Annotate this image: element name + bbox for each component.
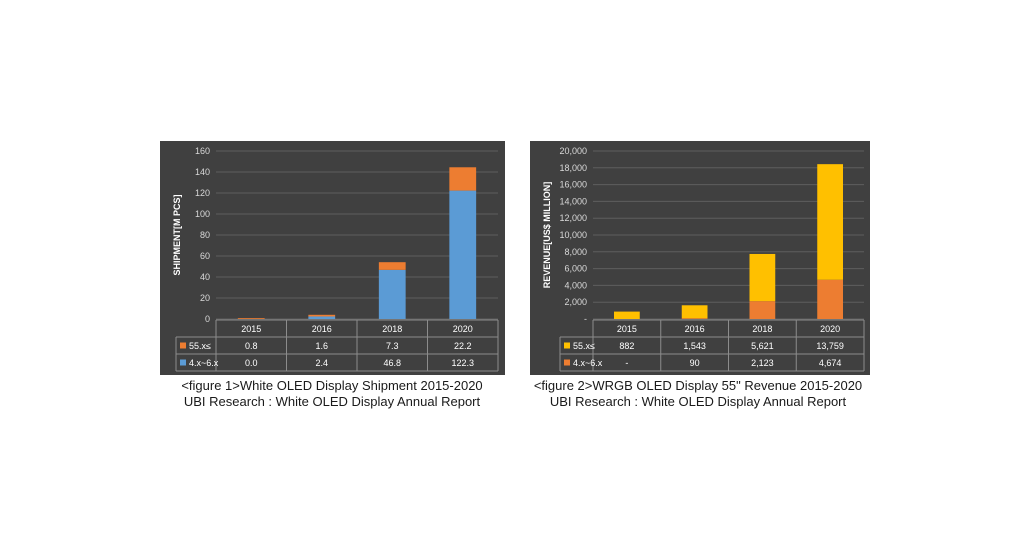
y-tick-label: 20 <box>200 293 210 303</box>
y-tick-label: 0 <box>205 314 210 324</box>
legend-label: 4.x~6.x <box>573 358 603 368</box>
caption-title: <figure 1>White OLED Display Shipment 20… <box>181 378 483 393</box>
bar-4x6x-2016 <box>308 316 336 319</box>
caption-source: UBI Research : White OLED Display Annual… <box>183 394 481 409</box>
bar-4x6x-2020 <box>817 279 843 319</box>
x-category-label: 2018 <box>752 324 772 334</box>
legend-swatch <box>180 342 186 349</box>
legend-label: 4.x~6.x <box>189 358 219 368</box>
data-label: 0.8 <box>245 341 258 351</box>
data-label: 0.0 <box>245 358 258 368</box>
caption-figure-2: <figure 2>WRGB OLED Display 55" Revenue … <box>488 378 908 410</box>
bar-55x-2015 <box>237 318 265 319</box>
y-tick-label: - <box>584 314 587 324</box>
y-tick-label: 12,000 <box>559 213 587 223</box>
y-tick-label: 60 <box>200 251 210 261</box>
bar-55x-2018 <box>378 262 406 270</box>
data-label: 46.8 <box>383 358 401 368</box>
bar-55x-2020 <box>449 167 477 191</box>
data-label: 5,621 <box>751 341 774 351</box>
bar-55x-2016 <box>308 314 336 317</box>
data-label: 122.3 <box>451 358 474 368</box>
x-category-label: 2020 <box>820 324 840 334</box>
shipment-chart: 0 20 40 60 80 100 120 140 160 SHIPMENT[M PCS] 2015… <box>172 146 499 372</box>
y-tick-label: 16,000 <box>559 180 587 190</box>
legend-label: 55.x≤ <box>189 341 211 351</box>
revenue-chart: - 2,000 4,000 6,000 8,000 10,000 12,000 14,000 1… <box>542 146 865 372</box>
y-tick-label: 14,000 <box>559 196 587 206</box>
y-tick-label: 6,000 <box>564 264 587 274</box>
bar-55x-2020 <box>817 164 843 280</box>
bar-4x6x-2016 <box>681 318 708 319</box>
y-tick-label: 10,000 <box>559 230 587 240</box>
y-tick-label: 4,000 <box>564 280 587 290</box>
legend-label: 55.x≤ <box>573 341 595 351</box>
bar-55x-2018 <box>749 253 776 302</box>
bar-4x6x-2020 <box>449 190 477 319</box>
y-tick-label: 8,000 <box>564 247 587 257</box>
legend-swatch <box>564 359 570 366</box>
bar-55x-2015 <box>614 311 640 319</box>
y-tick-label: 120 <box>195 188 210 198</box>
x-category-label: 2015 <box>617 324 637 334</box>
data-label: 1,543 <box>683 341 706 351</box>
data-label: 2,123 <box>751 358 774 368</box>
bar-4x6x-2018 <box>378 269 406 319</box>
data-label: 882 <box>619 341 634 351</box>
y-axis-label: SHIPMENT[M PCS] <box>172 194 182 275</box>
y-tick-label: 40 <box>200 272 210 282</box>
legend-swatch <box>180 359 186 366</box>
data-label: 22.2 <box>454 341 472 351</box>
y-tick-label: 2,000 <box>564 297 587 307</box>
y-axis-label: REVENUE[US$ MILLION] <box>542 182 552 289</box>
x-category-label: 2020 <box>453 324 473 334</box>
bar-4x6x-2018 <box>749 301 776 319</box>
x-category-label: 2016 <box>312 324 332 334</box>
data-label: 13,759 <box>816 341 844 351</box>
data-label: 7.3 <box>386 341 399 351</box>
data-label: 90 <box>690 358 700 368</box>
chart-panel-shipment: 0 20 40 60 80 100 120 140 160 SHIPMENT[M PCS] 2015… <box>160 141 505 375</box>
y-tick-label: 20,000 <box>559 146 587 156</box>
y-tick-label: 140 <box>195 167 210 177</box>
y-tick-label: 18,000 <box>559 163 587 173</box>
legend-swatch <box>564 342 570 349</box>
x-category-label: 2016 <box>685 324 705 334</box>
y-tick-label: 160 <box>195 146 210 156</box>
y-tick-label: 100 <box>195 209 210 219</box>
data-label: 2.4 <box>315 358 328 368</box>
x-category-label: 2015 <box>241 324 261 334</box>
chart-panel-revenue: - 2,000 4,000 6,000 8,000 10,000 12,000 14,000 1… <box>530 141 870 375</box>
bar-55x-2016 <box>681 305 708 319</box>
y-tick-label: 80 <box>200 230 210 240</box>
data-label: - <box>625 358 628 368</box>
caption-figure-1: <figure 1>White OLED Display Shipment 20… <box>122 378 542 410</box>
x-category-label: 2018 <box>382 324 402 334</box>
caption-source: UBI Research : White OLED Display Annual… <box>549 394 847 409</box>
caption-title: <figure 2>WRGB OLED Display 55" Revenue … <box>533 378 863 393</box>
data-label: 1.6 <box>315 341 328 351</box>
data-label: 4,674 <box>819 358 842 368</box>
